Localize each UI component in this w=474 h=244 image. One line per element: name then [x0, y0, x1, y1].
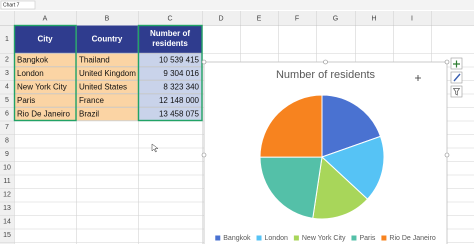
legend-label: London	[265, 235, 288, 242]
row-header: 4	[5, 84, 9, 91]
cell-text: 9 304 016	[163, 69, 199, 78]
legend-marker	[256, 235, 262, 241]
cell-text: 10 539 415	[159, 55, 200, 64]
column-header: D	[218, 15, 223, 22]
resize-handle[interactable]	[444, 152, 450, 158]
header-cell	[14, 25, 77, 54]
pie-slice	[321, 135, 385, 200]
row-header: 12	[3, 192, 11, 199]
legend-label: Bangkok	[223, 235, 251, 242]
plus-icon	[453, 60, 460, 68]
resize-handle[interactable]	[444, 59, 450, 65]
cell-text: Paris	[17, 96, 35, 105]
cell-text: 8 323 340	[163, 82, 199, 91]
cell-text: London	[17, 69, 44, 78]
legend: Bangkok London New York City Paris Rio De Ja…	[215, 235, 436, 242]
pie-slice	[259, 156, 323, 219]
column-header: F	[295, 15, 299, 22]
move-cursor	[415, 75, 421, 81]
cell-text: 13 458 075	[159, 109, 200, 118]
row-header: 13	[3, 205, 11, 212]
column-header: G	[333, 15, 338, 22]
chart-filters-button[interactable]	[450, 85, 463, 98]
header-text: Number of residents	[150, 29, 190, 48]
legend-label: Rio De Janeiro	[389, 235, 435, 242]
row-header: 2	[5, 57, 9, 64]
column-header: E	[257, 15, 262, 22]
column-header: A	[43, 15, 48, 22]
range-highlight-c	[137, 24, 203, 122]
cell-text: Bangkok	[17, 55, 49, 64]
chart-buttons	[450, 57, 463, 98]
row-header: 11	[3, 178, 10, 185]
name-box[interactable]	[0, 0, 36, 10]
resize-handle[interactable]	[201, 152, 207, 158]
column-header: C	[167, 15, 172, 22]
row-header: 14	[3, 219, 11, 226]
cell-text: United Kingdom	[79, 69, 136, 78]
header-text: Country	[92, 35, 123, 44]
resize-handle[interactable]	[201, 59, 207, 65]
header-text: City	[37, 35, 53, 44]
resize-handle[interactable]	[323, 59, 328, 65]
row-header: 6	[5, 111, 9, 118]
legend-marker	[293, 235, 299, 241]
row-header: 10	[3, 165, 11, 172]
row-header-bar	[0, 11, 14, 244]
cells: City Country Number of residents Bangkok Thai…	[14, 25, 203, 121]
filter-icon	[452, 88, 461, 96]
cell-text: France	[79, 96, 104, 105]
mouse-cursor	[151, 143, 159, 153]
range-highlight-a	[13, 24, 77, 122]
cell-text: United States	[79, 82, 127, 91]
header-cell	[76, 25, 139, 54]
legend-label: New York City	[302, 235, 346, 242]
legend-marker	[381, 235, 387, 241]
row-header: 15	[3, 232, 11, 239]
chart-title: Number of residents	[276, 69, 376, 81]
row-header: 5	[5, 97, 9, 104]
name-box-text: Chart 7	[3, 3, 20, 9]
column-header-bar	[0, 11, 474, 25]
cell-text: Rio De Janeiro	[17, 109, 70, 118]
column-header: I	[411, 15, 413, 22]
row-header: 3	[5, 70, 9, 77]
legend-marker	[351, 235, 357, 241]
cell-text: 12 148 000	[159, 96, 200, 105]
legend-marker	[215, 235, 221, 241]
pie-slice	[259, 94, 323, 158]
row-header: 7	[5, 124, 9, 131]
brush-icon	[453, 73, 461, 82]
formula-bar	[0, 0, 474, 10]
row-header: 8	[5, 138, 9, 145]
cell-text: Thailand	[79, 55, 110, 64]
chart-object[interactable]: Number of residents Bangkok London New Yor…	[201, 59, 450, 244]
legend-label: Paris	[359, 235, 375, 242]
row-header: 9	[5, 151, 9, 158]
cell-text: Brazil	[79, 109, 99, 118]
row-header: 1	[5, 36, 9, 43]
cell-text: New York City	[17, 82, 67, 91]
column-header: H	[371, 15, 376, 22]
header-cell	[138, 25, 203, 54]
column-header: B	[105, 15, 110, 22]
pie-slice	[312, 155, 369, 220]
